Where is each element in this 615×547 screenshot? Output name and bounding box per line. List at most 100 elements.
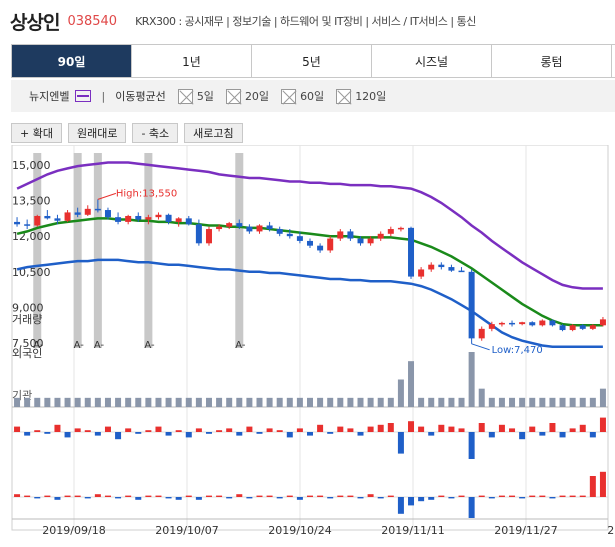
candle-body[interactable] bbox=[256, 225, 263, 232]
candle-body[interactable] bbox=[539, 320, 546, 326]
candle-body[interactable] bbox=[74, 212, 81, 215]
foreign-bar bbox=[418, 497, 425, 502]
candle-body[interactable] bbox=[135, 215, 142, 220]
reset-button[interactable]: 원래대로 bbox=[67, 123, 127, 143]
institution-bar bbox=[367, 426, 374, 432]
candle-body[interactable] bbox=[84, 208, 91, 215]
tab-seasonal[interactable]: 시즈널 bbox=[372, 45, 492, 77]
candle-body[interactable] bbox=[104, 210, 111, 218]
candle-body[interactable] bbox=[509, 322, 516, 325]
candle-body[interactable] bbox=[478, 328, 485, 339]
candle-body[interactable] bbox=[205, 229, 212, 244]
candle-body[interactable] bbox=[64, 212, 71, 221]
candle-body[interactable] bbox=[175, 218, 182, 222]
candle-body[interactable] bbox=[266, 225, 273, 230]
ma-20-checkbox[interactable]: 20일 bbox=[225, 88, 269, 104]
candle-body[interactable] bbox=[559, 325, 566, 331]
candle-body[interactable] bbox=[54, 218, 61, 221]
institution-bar bbox=[549, 423, 556, 432]
price-chart[interactable]: A- A- A- A- A-15,00013,50012,00010,5009,0007… bbox=[0, 145, 615, 545]
candle-body[interactable] bbox=[34, 215, 41, 226]
candle-body[interactable] bbox=[377, 233, 384, 239]
candle-body[interactable] bbox=[276, 229, 283, 234]
volume-bar bbox=[246, 397, 253, 407]
candle-body[interactable] bbox=[185, 218, 192, 225]
candle-body[interactable] bbox=[14, 221, 21, 225]
candle-body[interactable] bbox=[438, 264, 445, 268]
ma-label: 이동평균선 bbox=[115, 90, 166, 103]
candle-body[interactable] bbox=[428, 264, 435, 270]
candle-body[interactable] bbox=[226, 223, 233, 227]
candle-body[interactable] bbox=[307, 240, 313, 246]
ma-60-checkbox[interactable]: 60일 bbox=[281, 88, 324, 104]
candle-body[interactable] bbox=[458, 270, 465, 273]
tab-90d[interactable]: 90일 bbox=[12, 45, 132, 77]
institution-bar bbox=[155, 426, 162, 432]
volume-bar bbox=[387, 397, 394, 407]
institution-bar bbox=[468, 432, 475, 459]
candle-body[interactable] bbox=[397, 227, 404, 230]
candle-body[interactable] bbox=[387, 229, 394, 234]
foreign-bar bbox=[448, 497, 455, 499]
candle-body[interactable] bbox=[367, 238, 374, 244]
institution-bar bbox=[317, 424, 324, 432]
candle-body[interactable] bbox=[579, 325, 586, 329]
volume-bar bbox=[468, 352, 475, 407]
candle-body[interactable] bbox=[236, 223, 243, 227]
ma-5-checkbox[interactable]: 5일 bbox=[177, 88, 214, 104]
candle-body[interactable] bbox=[468, 271, 475, 339]
candle-body[interactable] bbox=[498, 322, 505, 325]
institution-bar bbox=[226, 428, 233, 432]
tab-1y[interactable]: 1년 bbox=[132, 45, 252, 77]
candle-body[interactable] bbox=[589, 325, 596, 329]
candle-body[interactable] bbox=[357, 238, 364, 244]
volume-bar bbox=[418, 397, 425, 407]
volume-bar bbox=[327, 397, 334, 407]
candle-body[interactable] bbox=[418, 269, 425, 277]
envelope-toggle[interactable] bbox=[75, 90, 92, 102]
candle-body[interactable] bbox=[155, 214, 162, 218]
candle-body[interactable] bbox=[286, 233, 293, 237]
candle-body[interactable] bbox=[327, 238, 334, 251]
candle-body[interactable] bbox=[347, 231, 354, 239]
candle-body[interactable] bbox=[44, 215, 51, 219]
candle-body[interactable] bbox=[337, 231, 344, 239]
foreign-bar bbox=[54, 497, 61, 500]
foreign-bar bbox=[246, 497, 253, 499]
zoom-in-button[interactable]: + 확대 bbox=[11, 123, 62, 143]
candle-body[interactable] bbox=[569, 325, 576, 331]
zoom-out-button[interactable]: - 축소 bbox=[132, 123, 179, 143]
candle-body[interactable] bbox=[317, 245, 324, 251]
ma-120-checkbox[interactable]: 120일 bbox=[336, 88, 386, 104]
candle-body[interactable] bbox=[94, 208, 101, 211]
institution-bar bbox=[34, 430, 41, 432]
tab-longterm[interactable]: 롱텀 bbox=[492, 45, 612, 77]
foreign-bar bbox=[216, 495, 223, 497]
candle-body[interactable] bbox=[448, 267, 455, 271]
candle-body[interactable] bbox=[24, 224, 31, 226]
refresh-button[interactable]: 새로고침 bbox=[184, 123, 243, 143]
candle-body[interactable] bbox=[125, 215, 132, 222]
candle-body[interactable] bbox=[519, 322, 526, 325]
candle-body[interactable] bbox=[488, 324, 495, 329]
envelope-label: 뉴지엔벨 bbox=[29, 90, 70, 103]
candle-body[interactable] bbox=[246, 226, 253, 232]
tab-5y[interactable]: 5년 bbox=[252, 45, 372, 77]
candle-body[interactable] bbox=[549, 320, 556, 326]
candle-body[interactable] bbox=[216, 226, 223, 230]
candle-body[interactable] bbox=[195, 224, 202, 244]
candle-body[interactable] bbox=[408, 227, 415, 277]
indicator-options: 뉴지엔벨 | 이동평균선 5일 20일 60일 120일 bbox=[11, 80, 615, 112]
institution-bar bbox=[458, 428, 465, 432]
candle-body[interactable] bbox=[165, 214, 172, 222]
candle-body[interactable] bbox=[529, 322, 536, 326]
foreign-bar bbox=[478, 495, 485, 497]
candle-body[interactable] bbox=[296, 236, 303, 241]
stock-category[interactable]: KRX300 : 공시재무 | 정보기술 | 하드웨어 및 IT장비 | 서비스… bbox=[135, 15, 476, 28]
candle-body[interactable] bbox=[599, 319, 606, 326]
volume-bar bbox=[185, 397, 192, 407]
candle-body[interactable] bbox=[145, 217, 152, 220]
institution-bar bbox=[599, 417, 606, 432]
candle-body[interactable] bbox=[115, 217, 122, 222]
volume-bar bbox=[286, 397, 293, 407]
